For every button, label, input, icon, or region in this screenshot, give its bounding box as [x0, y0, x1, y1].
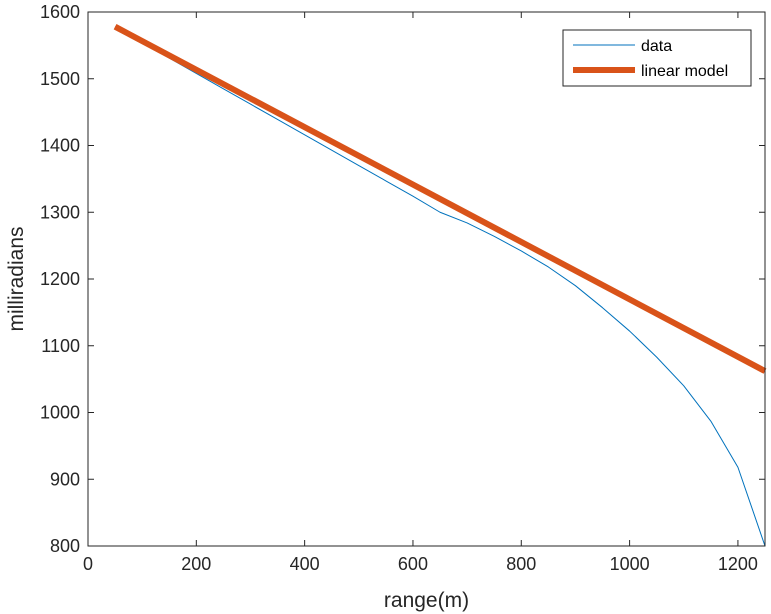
x-tick-label: 0 [83, 554, 93, 574]
legend-box [562, 29, 752, 87]
y-axis-label: milliradians [5, 226, 28, 331]
legend-label: data [641, 38, 672, 55]
x-tick-label: 400 [290, 554, 320, 574]
series-line-linear-model [113, 24, 767, 374]
legend: data linear model [562, 29, 752, 87]
x-tick-label: 600 [398, 554, 428, 574]
series-layer [113, 24, 767, 547]
y-tick-label: 1600 [40, 2, 80, 22]
series-line-data [114, 26, 766, 547]
x-tick-label: 1200 [718, 554, 758, 574]
x-tick-label: 200 [181, 554, 211, 574]
y-tick-label: 1000 [40, 403, 80, 423]
plot-area [88, 12, 765, 546]
ticks-layer: 0 200 400 600 800 1000 1200 800 900 1000 1100 1200 1… [40, 2, 765, 574]
y-tick-label: 1300 [40, 202, 80, 222]
x-tick-label: 1000 [610, 554, 650, 574]
y-tick-label: 900 [50, 469, 80, 489]
y-tick-label: 1400 [40, 136, 80, 156]
x-axis-label: range(m) [384, 589, 469, 612]
y-tick-label: 1200 [40, 269, 80, 289]
y-tick-label: 1500 [40, 69, 80, 89]
y-tick-label: 1100 [41, 336, 80, 356]
y-tick-label: 800 [50, 536, 80, 556]
x-tick-label: 800 [506, 554, 536, 574]
legend-label: linear model [641, 63, 728, 80]
